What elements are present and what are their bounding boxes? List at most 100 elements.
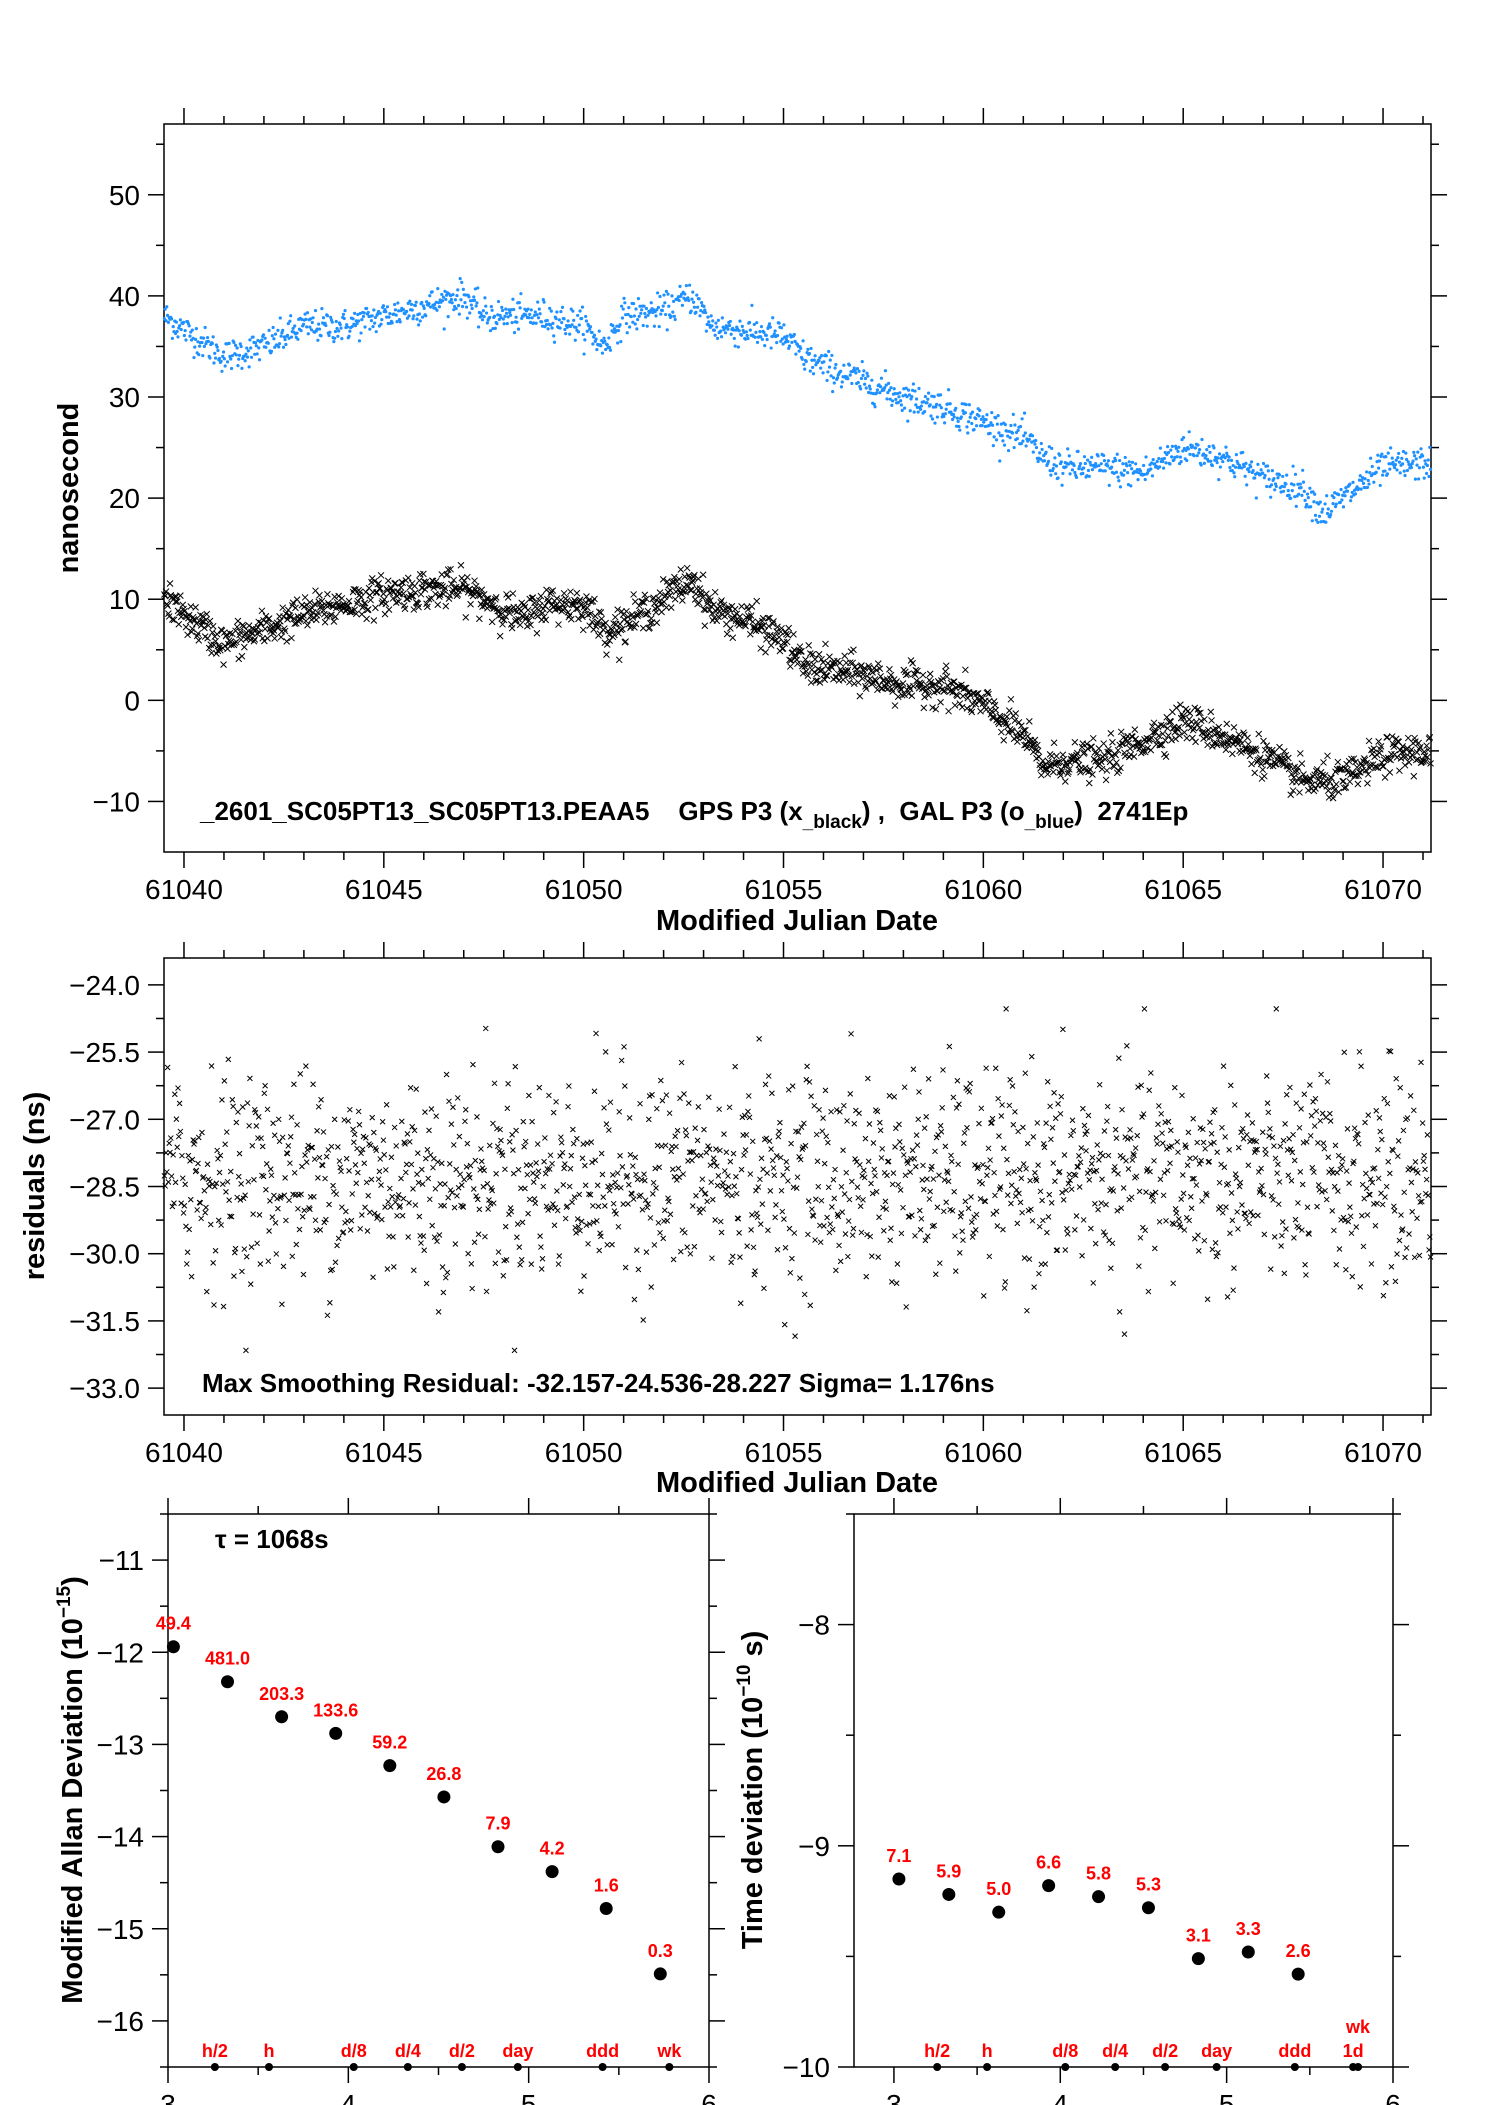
data-point-x xyxy=(988,1120,995,1126)
data-point-x xyxy=(1355,1140,1362,1147)
data-point-o xyxy=(1036,459,1040,464)
data-point-o xyxy=(176,335,180,339)
data-point-x xyxy=(1048,1200,1055,1206)
data-point-x xyxy=(901,691,908,699)
data-point-o xyxy=(358,311,362,316)
data-point-o xyxy=(205,335,210,340)
data-point-x xyxy=(246,1122,252,1129)
data-point-x xyxy=(693,1192,699,1199)
data-point-x xyxy=(562,1215,569,1222)
data-point-x xyxy=(738,1166,745,1173)
data-point-o xyxy=(1196,443,1200,447)
data-point-x xyxy=(1295,774,1303,782)
data-point-o xyxy=(807,352,812,356)
data-point-o xyxy=(1134,470,1139,474)
data-point-x xyxy=(399,579,406,587)
data-point-x xyxy=(1089,734,1097,742)
data-point-x xyxy=(633,1247,640,1254)
data-point-x xyxy=(746,1114,753,1121)
data-point-o xyxy=(248,338,252,342)
data-point-x xyxy=(1160,1192,1167,1199)
data-point-o xyxy=(755,321,759,325)
data-point-o xyxy=(1341,505,1346,509)
data-point-o xyxy=(1155,459,1159,464)
data-point-x xyxy=(798,647,805,655)
data-point-x xyxy=(1162,753,1170,760)
data-point-x xyxy=(418,1166,425,1173)
data-point-o xyxy=(829,374,833,378)
data-point-o xyxy=(208,356,212,360)
data-point-x xyxy=(288,634,295,642)
data-point-x xyxy=(475,591,482,599)
data-point-x xyxy=(367,596,374,604)
data-point-x xyxy=(602,1049,609,1055)
data-point-x xyxy=(678,1059,685,1066)
data-point-x xyxy=(1352,758,1359,766)
data-point-x xyxy=(980,1161,986,1168)
data-point-o xyxy=(422,306,426,310)
data-point-x xyxy=(411,582,418,590)
data-point-x xyxy=(1189,1175,1196,1182)
data-point-x xyxy=(209,629,216,636)
data-point-x xyxy=(556,1253,563,1259)
data-point-x xyxy=(984,1172,990,1179)
data-point-x xyxy=(1064,1231,1071,1237)
data-point-o xyxy=(1086,468,1091,473)
data-point-o xyxy=(1168,462,1172,466)
data-point-x xyxy=(1283,1226,1289,1232)
data-point-o xyxy=(546,327,550,331)
data-point-x xyxy=(335,1144,341,1150)
data-point-o xyxy=(704,329,708,333)
data-point-x xyxy=(770,618,777,625)
data-point-x xyxy=(181,1202,188,1209)
data-point-x xyxy=(1058,1093,1065,1100)
data-point-x xyxy=(1180,714,1187,722)
data-point-o xyxy=(541,297,545,302)
data-point-o xyxy=(536,316,541,320)
data-point-o xyxy=(249,346,253,350)
data-point-x xyxy=(1240,729,1247,737)
data-point-x xyxy=(683,581,690,589)
data-point-x xyxy=(904,1160,911,1167)
data-point-o xyxy=(597,329,601,333)
data-point-x xyxy=(1020,727,1028,734)
data-point-o xyxy=(608,345,612,349)
data-point-o xyxy=(979,417,983,422)
data-point-x xyxy=(1046,1191,1053,1198)
data-point-x xyxy=(1071,1171,1077,1178)
data-point-x xyxy=(1034,1120,1041,1126)
data-point-o xyxy=(488,315,492,320)
data-point-o xyxy=(1225,451,1229,455)
data-point-x xyxy=(984,1164,991,1171)
data-point-o xyxy=(217,356,222,361)
data-point-x xyxy=(1377,1128,1384,1135)
data-point-x xyxy=(1287,1146,1294,1153)
data-point-x xyxy=(194,1207,201,1213)
data-point-x xyxy=(214,647,222,655)
data-point-o xyxy=(1166,445,1170,449)
data-point-x xyxy=(1097,758,1105,766)
data-point-x xyxy=(1252,1147,1259,1153)
data-point-o xyxy=(831,389,835,394)
x-tick-label: 61060 xyxy=(944,874,1022,905)
data-point-o xyxy=(1405,468,1410,473)
data-point-x xyxy=(1139,748,1147,756)
data-point-x xyxy=(657,600,665,608)
data-point-x xyxy=(705,1094,712,1101)
data-point-x xyxy=(1006,1102,1013,1109)
data-point-x xyxy=(828,1108,834,1115)
data-point-o xyxy=(1209,459,1213,463)
data-point-x xyxy=(297,1071,304,1077)
data-point-x xyxy=(746,630,754,638)
data-point-x xyxy=(1010,1121,1017,1128)
data-point-o xyxy=(365,306,369,311)
data-point-x xyxy=(894,693,902,701)
data-point-x xyxy=(801,1120,807,1127)
data-point-x xyxy=(796,1153,802,1160)
data-point-x xyxy=(293,596,301,603)
data-point-x xyxy=(1410,772,1418,780)
data-point-x xyxy=(968,1219,975,1226)
data-point-o xyxy=(1341,493,1345,497)
data-point-x xyxy=(823,672,831,680)
data-point-x xyxy=(1167,718,1175,726)
